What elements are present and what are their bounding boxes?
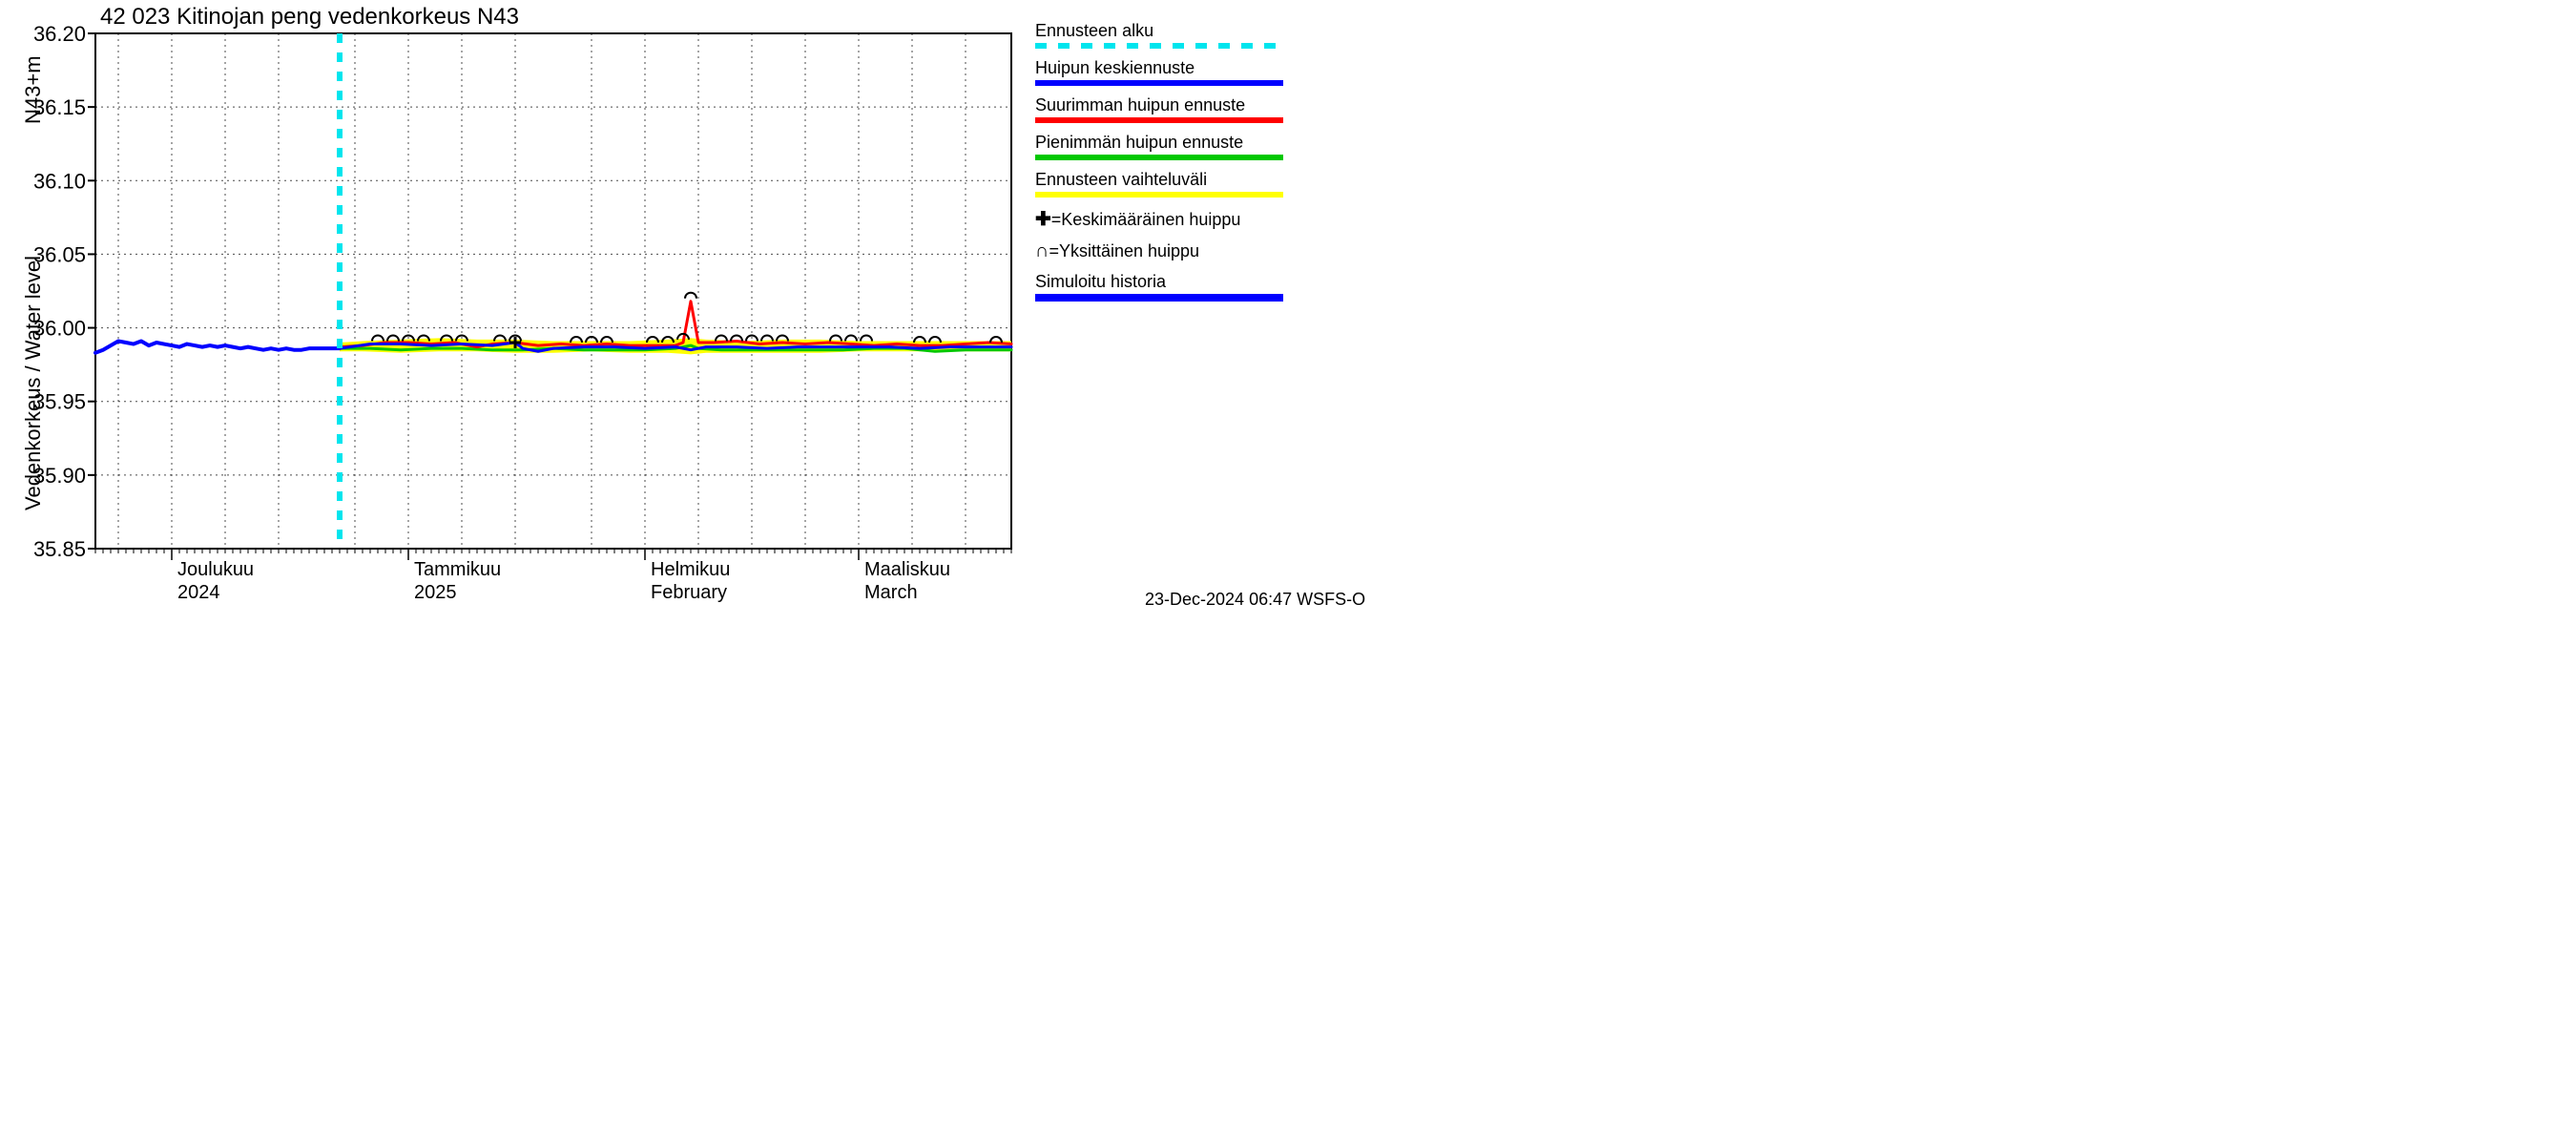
legend-item: Suurimman huipun ennuste — [1035, 95, 1417, 123]
svg-text:Maaliskuu: Maaliskuu — [864, 559, 950, 580]
legend-item: ∩=Yksittäinen huippu — [1035, 240, 1417, 262]
footer-timestamp: 23-Dec-2024 06:47 WSFS-O — [1145, 590, 1365, 610]
legend-label: Suurimman huipun ennuste — [1035, 95, 1417, 115]
legend-label: ∩=Yksittäinen huippu — [1035, 240, 1417, 262]
svg-text:Joulukuu: Joulukuu — [177, 559, 254, 580]
svg-text:36.20: 36.20 — [33, 22, 86, 46]
legend-swatch — [1035, 117, 1283, 123]
chart-title: 42 023 Kitinojan peng vedenkorkeus N43 — [100, 4, 519, 31]
legend-swatch — [1035, 80, 1283, 86]
y-axis-label-unit: N43+m — [21, 55, 46, 124]
svg-text:Tammikuu: Tammikuu — [414, 559, 501, 580]
svg-text:February: February — [651, 582, 727, 603]
legend-item: Ennusteen alku — [1035, 21, 1417, 49]
chart-container: 35.8535.9035.9536.0036.0536.1036.1536.20… — [0, 0, 1431, 636]
legend-item: Pienimmän huipun ennuste — [1035, 133, 1417, 160]
legend-item: Simuloitu historia — [1035, 272, 1417, 302]
legend-swatch — [1035, 43, 1283, 49]
y-axis-label-main: Vedenkorkeus / Water level — [21, 256, 46, 510]
legend-item: ✚=Keskimääräinen huippu — [1035, 207, 1417, 231]
legend-item: Ennusteen vaihteluväli — [1035, 170, 1417, 198]
svg-text:March: March — [864, 582, 918, 603]
svg-text:2024: 2024 — [177, 582, 220, 603]
legend-label: Ennusteen alku — [1035, 21, 1417, 41]
svg-text:35.85: 35.85 — [33, 537, 86, 561]
legend-label: ✚=Keskimääräinen huippu — [1035, 207, 1417, 231]
legend-swatch — [1035, 192, 1283, 198]
legend-swatch — [1035, 294, 1283, 302]
legend-symbol-icon: ∩ — [1035, 240, 1049, 261]
legend-label: Simuloitu historia — [1035, 272, 1417, 292]
svg-text:36.10: 36.10 — [33, 169, 86, 193]
legend-label: Ennusteen vaihteluväli — [1035, 170, 1417, 190]
legend-symbol-icon: ✚ — [1035, 209, 1051, 230]
legend-label: Huipun keskiennuste — [1035, 58, 1417, 78]
svg-text:Helmikuu: Helmikuu — [651, 559, 730, 580]
legend-label: Pienimmän huipun ennuste — [1035, 133, 1417, 153]
legend-swatch — [1035, 155, 1283, 160]
legend: Ennusteen alku Huipun keskiennuste Suurimm… — [1035, 21, 1417, 311]
svg-text:2025: 2025 — [414, 582, 457, 603]
legend-item: Huipun keskiennuste — [1035, 58, 1417, 86]
